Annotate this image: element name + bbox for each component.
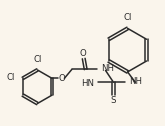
Text: O: O	[79, 49, 86, 58]
Text: S: S	[111, 96, 116, 105]
Text: Cl: Cl	[123, 13, 132, 22]
Text: NH: NH	[102, 64, 115, 73]
Text: Cl: Cl	[33, 55, 42, 64]
Text: Cl: Cl	[6, 73, 15, 82]
Text: HN: HN	[82, 79, 95, 88]
Text: O: O	[59, 74, 65, 83]
Text: NH: NH	[129, 77, 142, 86]
